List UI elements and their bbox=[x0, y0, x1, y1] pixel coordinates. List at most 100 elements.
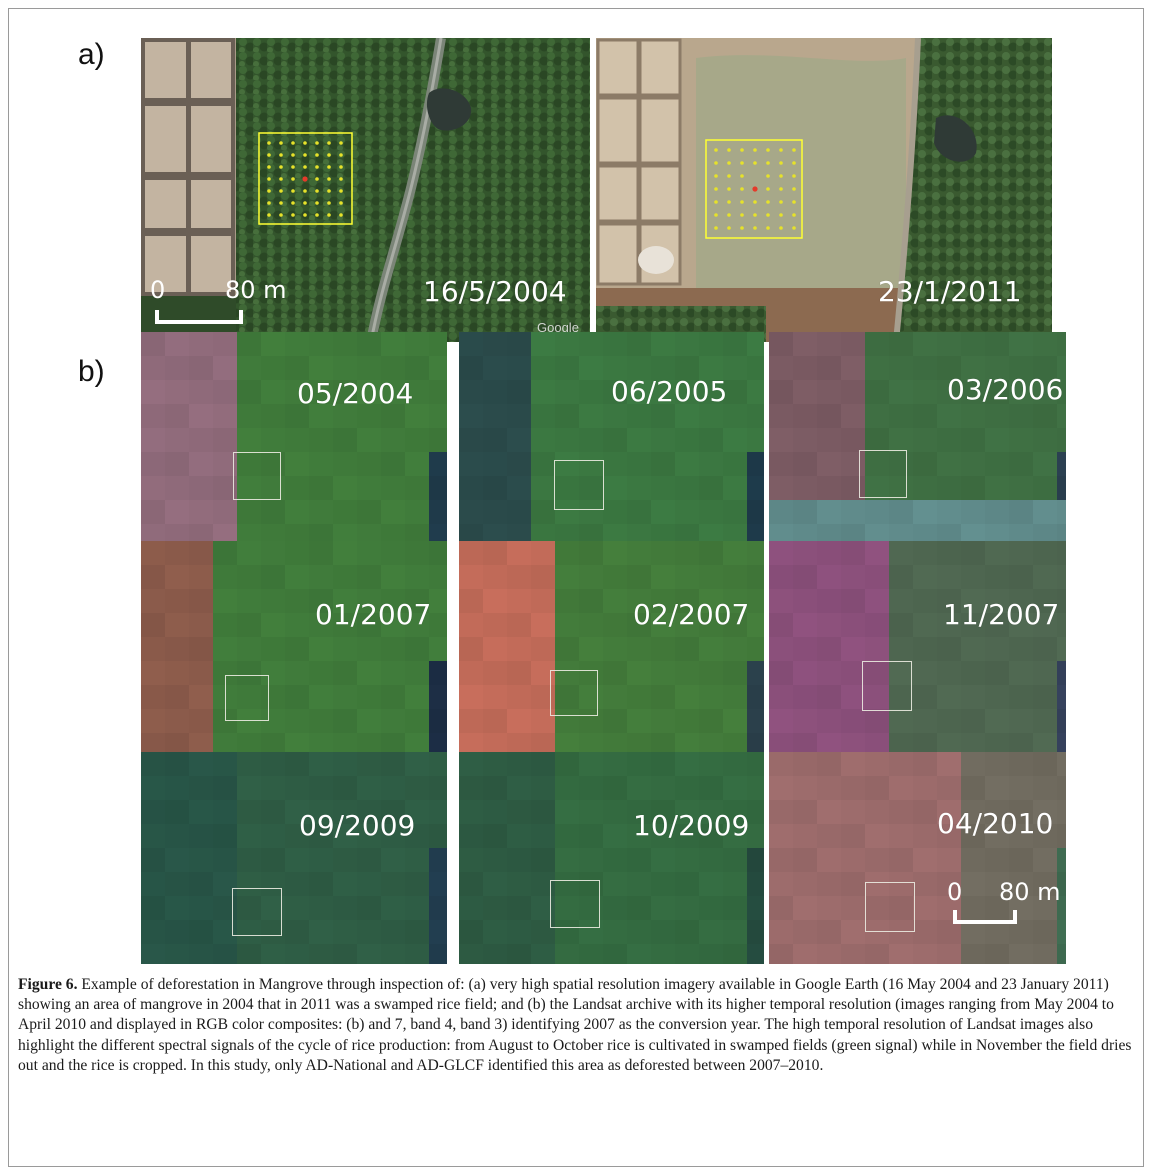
landsat-pixel bbox=[507, 944, 531, 964]
landsat-pixel bbox=[913, 661, 937, 685]
landsat-pixel bbox=[213, 637, 237, 661]
landsat-pixel bbox=[769, 404, 793, 428]
landsat-pixel bbox=[405, 565, 429, 589]
landsat-pixel bbox=[285, 709, 309, 733]
landsat-pixel bbox=[285, 500, 309, 524]
landsat-pixel bbox=[483, 920, 507, 944]
landsat-pixel bbox=[627, 356, 651, 380]
landsat-pixel bbox=[1057, 896, 1066, 920]
landsat-pixel bbox=[865, 776, 889, 800]
landsat-pixel bbox=[459, 332, 483, 356]
landsat-pixel bbox=[603, 872, 627, 896]
landsat-pixel bbox=[699, 685, 723, 709]
landsat-pixel bbox=[675, 589, 699, 613]
landsat-pixel bbox=[141, 848, 165, 872]
landsat-pixel bbox=[405, 944, 429, 964]
landsat-pixel bbox=[189, 476, 213, 500]
landsat-pixel bbox=[507, 332, 531, 356]
landsat-pixel bbox=[985, 800, 1009, 824]
landsat-pixel bbox=[483, 356, 507, 380]
landsat-pixel bbox=[459, 476, 483, 500]
landsat-pixel bbox=[961, 944, 985, 964]
landsat-pixel bbox=[937, 500, 961, 524]
landsat-pixel bbox=[579, 541, 603, 565]
landsat-pixel bbox=[381, 476, 405, 500]
landsat-pixel bbox=[237, 872, 261, 896]
panel-a-label: a) bbox=[78, 38, 105, 71]
landsat-pixel bbox=[261, 637, 285, 661]
landsat-pixel bbox=[459, 428, 483, 452]
landsat-pixel bbox=[555, 848, 579, 872]
landsat-pixel bbox=[381, 896, 405, 920]
landsat-pixel bbox=[723, 380, 747, 404]
landsat-pixel bbox=[165, 896, 189, 920]
landsat-pixel bbox=[723, 752, 747, 776]
landsat-pixel bbox=[937, 872, 961, 896]
landsat-pixel bbox=[555, 685, 579, 709]
landsat-pixel bbox=[651, 800, 675, 824]
landsat-pixel bbox=[285, 404, 309, 428]
landsat-pixel bbox=[213, 332, 237, 356]
landsat-pixel bbox=[793, 661, 817, 685]
landsat-pixel bbox=[961, 920, 985, 944]
landsat-pixel bbox=[459, 589, 483, 613]
landsat-pixel bbox=[651, 920, 675, 944]
landsat-pixel bbox=[165, 452, 189, 476]
landsat-pixel bbox=[285, 565, 309, 589]
landsat-pixel bbox=[841, 356, 865, 380]
landsat-pixel bbox=[309, 500, 333, 524]
landsat-pixel bbox=[985, 752, 1009, 776]
landsat-pixel bbox=[141, 356, 165, 380]
landsat-pixel bbox=[237, 565, 261, 589]
landsat-pixel bbox=[769, 848, 793, 872]
landsat-pixel bbox=[699, 332, 723, 356]
landsat-pixel bbox=[405, 685, 429, 709]
landsat-pixel bbox=[237, 800, 261, 824]
landsat-pixel bbox=[429, 685, 447, 709]
landsat-pixel bbox=[841, 589, 865, 613]
landsat-pixel bbox=[841, 709, 865, 733]
landsat-pixel bbox=[841, 896, 865, 920]
landsat-pixel bbox=[309, 944, 333, 964]
landsat-pixel bbox=[405, 613, 429, 637]
landsat-pixel bbox=[507, 452, 531, 476]
landsat-pixel bbox=[913, 452, 937, 476]
landsat-pixel bbox=[429, 613, 447, 637]
landsat-pixel bbox=[889, 800, 913, 824]
landsat-pixel bbox=[889, 661, 913, 685]
landsat-pixel bbox=[189, 920, 213, 944]
landsat-pixel bbox=[189, 613, 213, 637]
landsat-pixel bbox=[913, 848, 937, 872]
landsat-pixel bbox=[213, 920, 237, 944]
landsat-pixel bbox=[841, 824, 865, 848]
landsat-pixel bbox=[531, 709, 555, 733]
landsat-tile: 04/2010 0 80 m bbox=[769, 752, 1066, 964]
landsat-pixel bbox=[531, 500, 555, 524]
landsat-pixel bbox=[889, 428, 913, 452]
landsat-pixel bbox=[1009, 848, 1033, 872]
landsat-pixel bbox=[261, 404, 285, 428]
landsat-pixel bbox=[603, 824, 627, 848]
landsat-pixel bbox=[841, 541, 865, 565]
landsat-pixel bbox=[555, 637, 579, 661]
landsat-pixel bbox=[699, 824, 723, 848]
landsat-pixel bbox=[357, 776, 381, 800]
landsat-pixel bbox=[985, 452, 1009, 476]
landsat-pixel bbox=[261, 824, 285, 848]
landsat-pixel bbox=[1033, 824, 1057, 848]
landsat-pixel bbox=[747, 356, 764, 380]
landsat-pixel bbox=[579, 565, 603, 589]
landsat-pixel bbox=[333, 776, 357, 800]
landsat-pixel bbox=[913, 404, 937, 428]
landsat-pixel bbox=[381, 613, 405, 637]
landsat-pixel bbox=[141, 776, 165, 800]
landsat-pixel bbox=[723, 356, 747, 380]
landsat-pixel bbox=[189, 589, 213, 613]
landsat-pixel bbox=[699, 872, 723, 896]
landsat-pixel bbox=[555, 332, 579, 356]
landsat-pixel bbox=[913, 565, 937, 589]
landsat-pixel bbox=[817, 356, 841, 380]
scale-zero-label: 0 bbox=[150, 276, 166, 304]
landsat-pixel bbox=[333, 613, 357, 637]
landsat-pixel bbox=[555, 776, 579, 800]
